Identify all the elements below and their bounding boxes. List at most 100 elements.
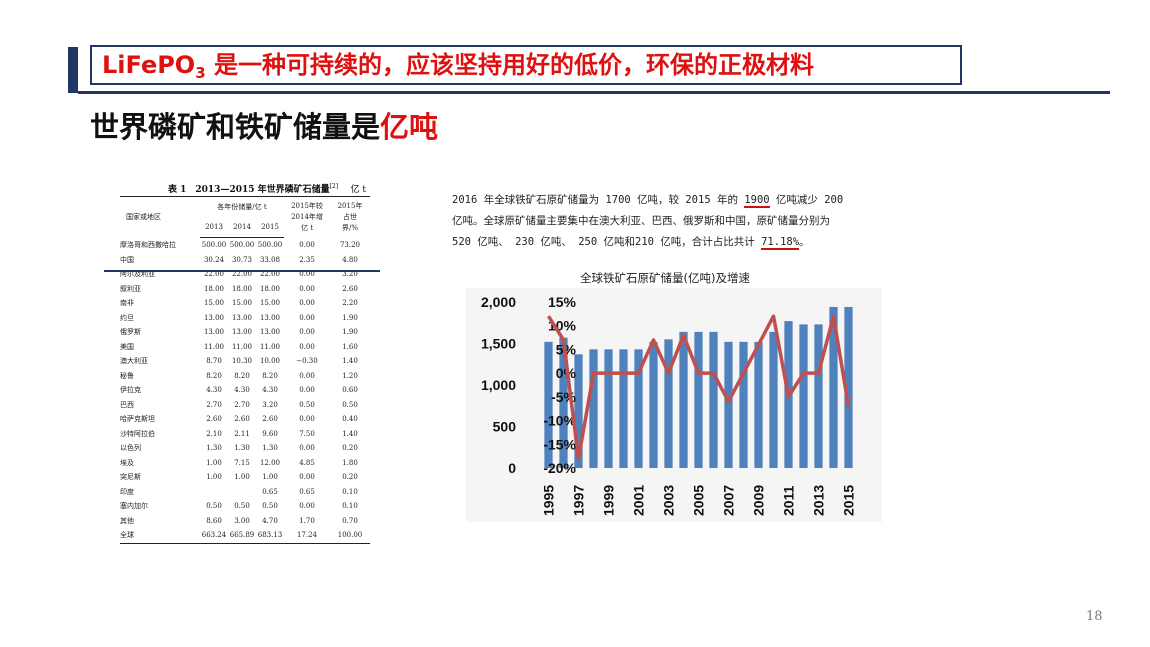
value-cell [228, 485, 256, 500]
value-cell: 7.50 [299, 429, 315, 438]
x-axis-tick-label: 2011 [781, 485, 797, 516]
country-cell: 巴西 [120, 400, 134, 409]
value-cell: 0.00 [299, 444, 315, 452]
title-subscript: 3 [195, 64, 206, 82]
value-cell: 500.00 [201, 241, 227, 249]
x-axis-tick-label: 1999 [601, 485, 617, 516]
value-cell: 2.70 [234, 400, 250, 409]
country-cell: 约旦 [120, 313, 134, 322]
paragraph-text: 亿吨减少 200 [769, 194, 844, 206]
header-2015: 2015 [256, 217, 284, 238]
header-annual: 各年份储量/亿 t [200, 196, 284, 217]
value-cell: 3.20 [262, 400, 278, 409]
left-axis-tick-label: 500 [493, 419, 517, 435]
table-caption: 表 1 2013—2015 年世界磷矿石储量[2] 亿 t [120, 180, 370, 196]
iron-ore-chart: 0 500 1,000 1,500 2,000 -20% -15% -10% -5% 0% 5% 10… [466, 288, 882, 522]
value-cell: 13.00 [203, 313, 225, 322]
value-cell: 2.70 [206, 400, 222, 409]
value-cell: 665.89 [228, 528, 256, 544]
table-caption-title: 表 1 2013—2015 年世界磷矿石储量 [168, 185, 330, 195]
value-cell: 1.20 [342, 371, 358, 380]
left-axis-tick-label: 1,000 [481, 377, 516, 393]
value-cell: 0.50 [342, 400, 358, 409]
value-cell: 22.00 [259, 270, 281, 278]
iron-ore-paragraph: 2016 年全球铁矿石原矿储量为 1700 亿吨，较 2015 年的 1900 … [452, 190, 872, 253]
x-axis-tick-label: 1995 [541, 485, 557, 516]
slide-title: LiFePO3 是一种可持续的，应该坚持用好的低价，环保的正极材料 [90, 45, 962, 85]
country-cell: 中国 [120, 255, 134, 264]
underlined-share-value: 71.18% [761, 236, 800, 248]
value-cell: 0.00 [299, 313, 315, 322]
country-cell: 秘鲁 [120, 371, 134, 380]
value-cell: 0.00 [299, 284, 315, 293]
title-formula: LiFePO [102, 51, 196, 79]
bar [544, 341, 553, 468]
bar [799, 324, 808, 468]
value-cell: 4.30 [234, 386, 250, 394]
value-cell: 0.65 [262, 487, 278, 496]
value-cell: 0.65 [299, 487, 315, 496]
table-row: 突尼斯 1.00 1.00 1.00 0.00 0.20 [120, 470, 370, 485]
table-row: 全球 663.24 665.89 683.13 17.24 100.00 [120, 528, 370, 544]
table-row: 约旦 13.00 13.00 13.00 0.00 1.90 [120, 311, 370, 326]
title-accent-bar [68, 47, 78, 93]
value-cell: 4.70 [262, 516, 278, 525]
value-cell: 17.24 [284, 528, 330, 544]
country-cell: 俄罗斯 [120, 328, 141, 336]
table-body: 摩洛哥和西撒哈拉 500.00 500.00 500.00 0.00 73.20 中国 30.… [120, 238, 370, 544]
value-cell: 2.10 [206, 429, 222, 438]
table-row: 澳大利亚 8.70 10.30 10.00 −0.30 1.40 [120, 354, 370, 369]
value-cell: 4.85 [299, 458, 315, 467]
bar [844, 306, 853, 468]
bar [559, 337, 568, 468]
paragraph-line-2: 亿吨。全球原矿储量主要集中在澳大利亚、巴西、俄罗斯和中国，原矿储量分别为 [452, 215, 830, 227]
value-cell: 2.11 [234, 429, 250, 438]
country-cell: 沙特阿拉伯 [120, 429, 155, 438]
left-axis-tick-label: 1,500 [481, 336, 516, 352]
value-cell: 0.00 [299, 386, 315, 394]
x-axis-tick-label: 2007 [721, 485, 737, 516]
value-cell: 0.00 [299, 342, 315, 351]
value-cell: 2.60 [342, 284, 358, 293]
country-cell: 摩洛哥和西撒哈拉 [120, 240, 176, 249]
country-cell: 印度 [120, 487, 134, 496]
value-cell: 1.30 [234, 444, 250, 452]
table-row: 南非 15.00 15.00 15.00 0.00 2.20 [120, 296, 370, 311]
value-cell: 30.24 [203, 255, 225, 264]
value-cell: 1.80 [342, 458, 358, 467]
bar [814, 324, 823, 468]
country-cell: 哈萨克斯坦 [120, 415, 155, 423]
bar [589, 349, 598, 468]
table-row: 以色列 1.30 1.30 1.30 0.00 0.20 [120, 441, 370, 456]
bar [709, 331, 718, 468]
value-cell: 500.00 [257, 241, 283, 249]
x-axis-tick-label: 2005 [691, 485, 707, 516]
table-unit: 亿 t [350, 185, 366, 195]
value-cell: 8.20 [234, 371, 250, 380]
bar [634, 349, 643, 468]
value-cell: 0.10 [342, 487, 358, 496]
left-axis-tick-label: 2,000 [481, 294, 516, 310]
value-cell: 8.70 [206, 357, 222, 365]
x-axis-tick-label: 2013 [811, 485, 827, 516]
right-axis-tick-label: -15% [543, 436, 576, 452]
header-2014: 2014 [228, 217, 256, 238]
table-row: 其他 8.60 3.00 4.70 1.70 0.70 [120, 514, 370, 529]
table-row: 摩洛哥和西撒哈拉 500.00 500.00 500.00 0.00 73.20 [120, 238, 370, 253]
value-cell: 13.00 [231, 313, 253, 322]
header-share: 2015年占世界/% [330, 196, 370, 238]
bar [619, 349, 628, 468]
value-cell: 9.60 [262, 429, 278, 438]
value-cell: 100.00 [330, 528, 370, 544]
country-cell: 南非 [120, 299, 134, 307]
bar [724, 341, 733, 468]
subtitle-highlight: 亿吨 [380, 110, 439, 144]
left-axis-tick-label: 0 [508, 460, 516, 476]
table-row: 哈萨克斯坦 2.60 2.60 2.60 0.00 0.40 [120, 412, 370, 427]
chart-title: 全球铁矿石原矿储量(亿吨)及增速 [580, 271, 750, 285]
value-cell: 13.00 [203, 328, 225, 336]
underlined-value-1900: 1900 [744, 194, 770, 206]
right-axis-tick-label: -20% [543, 460, 576, 476]
paragraph-text: 2016 年全球铁矿石原矿储量为 1700 亿吨，较 2015 年的 [452, 194, 745, 206]
value-cell: 13.00 [259, 313, 281, 322]
